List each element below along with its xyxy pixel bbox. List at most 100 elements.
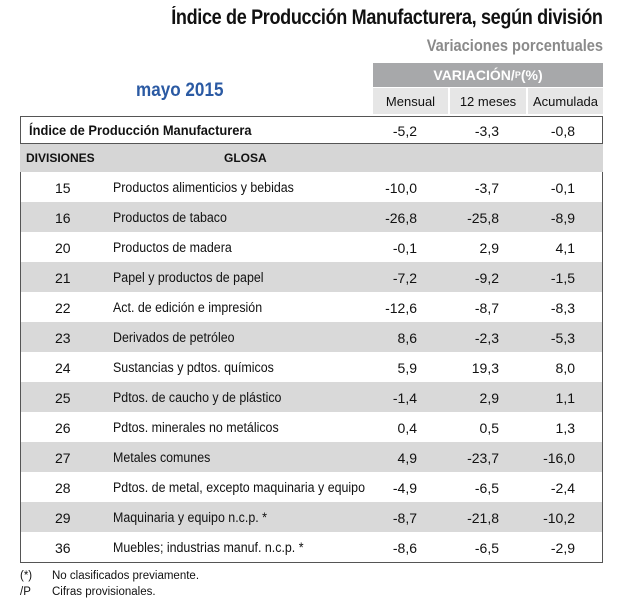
division-code: 22	[55, 300, 71, 316]
division-code: 26	[55, 420, 71, 436]
division-description: Pdtos. minerales no metálicos	[113, 420, 279, 435]
value-acumulada: -10,2	[543, 510, 575, 526]
value-12-meses: -23,7	[467, 450, 499, 466]
value-12-meses: -25,8	[467, 210, 499, 226]
division-code: 29	[55, 510, 71, 526]
value-mensual: -0,1	[392, 240, 417, 256]
column-header-mensual: Mensual	[373, 88, 448, 114]
value-12-meses: 2,9	[479, 390, 499, 406]
division-code: 28	[55, 480, 71, 496]
value-acumulada: -0,1	[550, 180, 575, 196]
table-row: 24 Sustancias y pdtos. químicos 5,9 19,3…	[21, 352, 602, 382]
value-12-meses: -2,3	[474, 330, 499, 346]
footnotes: (*) No clasificados previamente. /P Cifras…	[20, 568, 199, 600]
division-description: Act. de edición e impresión	[113, 300, 263, 315]
value-acumulada: 1,3	[555, 420, 575, 436]
variation-header: VARIACIÓN/P (%)	[373, 63, 603, 87]
table-row: 36 Muebles; industrias manuf. n.c.p. * -…	[21, 532, 602, 562]
value-mensual: -12,6	[385, 300, 417, 316]
value-mensual: 5,9	[397, 360, 417, 376]
summary-mensual: -5,2	[392, 123, 417, 139]
divisiones-header: DIVISIONES	[26, 151, 95, 165]
value-12-meses: -6,5	[474, 480, 499, 496]
division-code: 27	[55, 450, 71, 466]
column-header-acumulada: Acumulada	[528, 88, 603, 114]
value-mensual: -7,2	[392, 270, 417, 286]
value-mensual: 4,9	[397, 450, 417, 466]
page-title: Índice de Producción Manufacturera, segú…	[171, 6, 604, 29]
division-description: Papel y productos de papel	[113, 270, 264, 285]
footnote-text: Cifras provisionales.	[52, 586, 156, 598]
footnote-mark: (*)	[20, 570, 33, 582]
value-acumulada: 8,0	[555, 360, 575, 376]
value-12-meses: -3,7	[474, 180, 499, 196]
table-row: 15 Productos alimenticios y bebidas -10,…	[21, 172, 602, 202]
table-row: 21 Papel y productos de papel -7,2 -9,2 …	[21, 262, 602, 292]
summary-row: Índice de Producción Manufacturera -5,2 …	[20, 116, 603, 144]
value-mensual: 8,6	[397, 330, 417, 346]
value-12-meses: 0,5	[479, 420, 499, 436]
value-mensual: -8,7	[392, 510, 417, 526]
division-table: 15 Productos alimenticios y bebidas -10,…	[20, 172, 603, 563]
division-code: 16	[55, 210, 71, 226]
period-label: mayo 2015	[136, 80, 224, 101]
glosa-header: GLOSA	[224, 151, 267, 165]
division-description: Maquinaria y equipo n.c.p. *	[113, 510, 267, 525]
value-acumulada: -2,9	[550, 540, 575, 556]
value-12-meses: -21,8	[467, 510, 499, 526]
page-subtitle: Variaciones porcentuales	[426, 36, 603, 55]
table-row: 27 Metales comunes 4,9 -23,7 -16,0	[21, 442, 602, 472]
table-row: 25 Pdtos. de caucho y de plástico -1,4 2…	[21, 382, 602, 412]
footnote: /P Cifras provisionales.	[20, 584, 199, 600]
variation-label: VARIACIÓN/	[433, 67, 515, 83]
value-acumulada: 1,1	[555, 390, 575, 406]
summary-12-meses: -3,3	[474, 123, 499, 139]
summary-label: Índice de Producción Manufacturera	[29, 122, 252, 138]
division-code: 21	[55, 270, 71, 286]
value-12-meses: -9,2	[474, 270, 499, 286]
table-row: 26 Pdtos. minerales no metálicos 0,4 0,5…	[21, 412, 602, 442]
table-row: 22 Act. de edición e impresión -12,6 -8,…	[21, 292, 602, 322]
value-acumulada: -5,3	[550, 330, 575, 346]
value-12-meses: 2,9	[479, 240, 499, 256]
value-acumulada: -8,9	[550, 210, 575, 226]
column-header-12-meses: 12 meses	[450, 88, 526, 114]
division-code: 24	[55, 360, 71, 376]
table-row: 16 Productos de tabaco -26,8 -25,8 -8,9	[21, 202, 602, 232]
value-mensual: -26,8	[385, 210, 417, 226]
variation-sup: P	[514, 70, 521, 80]
value-12-meses: -6,5	[474, 540, 499, 556]
division-description: Metales comunes	[113, 450, 211, 465]
value-mensual: 0,4	[397, 420, 417, 436]
division-code: 23	[55, 330, 71, 346]
value-acumulada: -16,0	[543, 450, 575, 466]
footnote-text: No clasificados previamente.	[52, 570, 200, 582]
division-description: Productos alimenticios y bebidas	[113, 180, 294, 195]
division-description: Pdtos. de metal, excepto maquinaria y eq…	[113, 480, 366, 495]
division-code: 20	[55, 240, 71, 256]
division-description: Derivados de petróleo	[113, 330, 235, 345]
value-acumulada: 4,1	[555, 240, 575, 256]
value-mensual: -4,9	[392, 480, 417, 496]
table-row: 29 Maquinaria y equipo n.c.p. * -8,7 -21…	[21, 502, 602, 532]
value-12-meses: -8,7	[474, 300, 499, 316]
value-mensual: -1,4	[392, 390, 417, 406]
division-description: Muebles; industrias manuf. n.c.p. *	[113, 540, 304, 555]
division-description: Pdtos. de caucho y de plástico	[113, 390, 282, 405]
footnote-mark: /P	[20, 586, 31, 598]
division-description: Productos de tabaco	[113, 210, 227, 225]
footnote: (*) No clasificados previamente.	[20, 568, 199, 584]
variation-unit: (%)	[520, 67, 543, 83]
table-row: 20 Productos de madera -0,1 2,9 4,1	[21, 232, 602, 262]
summary-acumulada: -0,8	[550, 123, 575, 139]
value-mensual: -10,0	[385, 180, 417, 196]
table-header: DIVISIONES GLOSA	[20, 144, 603, 172]
value-acumulada: -1,5	[550, 270, 575, 286]
division-description: Productos de madera	[113, 240, 232, 255]
table-row: 28 Pdtos. de metal, excepto maquinaria y…	[21, 472, 602, 502]
division-code: 15	[55, 180, 71, 196]
value-acumulada: -2,4	[550, 480, 575, 496]
division-code: 25	[55, 390, 71, 406]
value-12-meses: 19,3	[471, 360, 499, 376]
table-row: 23 Derivados de petróleo 8,6 -2,3 -5,3	[21, 322, 602, 352]
